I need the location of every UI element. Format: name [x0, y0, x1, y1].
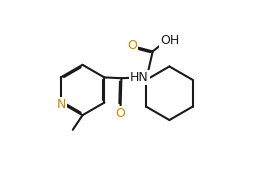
- Text: O: O: [116, 107, 125, 120]
- Text: OH: OH: [160, 34, 179, 47]
- Text: HN: HN: [130, 71, 149, 84]
- Text: N: N: [57, 98, 66, 111]
- Text: O: O: [127, 39, 137, 52]
